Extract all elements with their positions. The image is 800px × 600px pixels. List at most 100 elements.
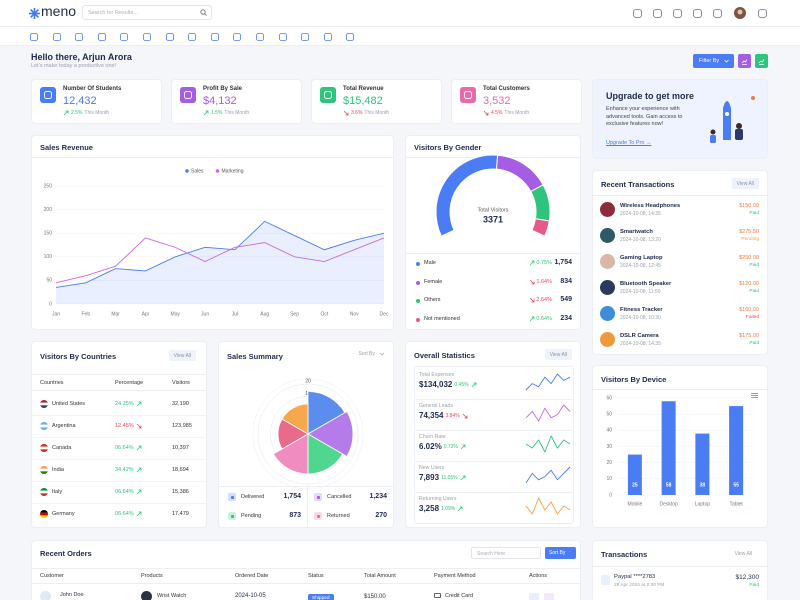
top-icon-shape <box>713 9 722 18</box>
nav-icon-shape <box>188 33 197 41</box>
x-tick-label: Dec <box>380 311 389 317</box>
legend-value: 873 <box>289 512 301 519</box>
polar-segment <box>281 403 309 435</box>
trend-arrow <box>457 506 463 512</box>
bar-value-label: 55 <box>733 482 739 488</box>
top-icon-shape <box>633 9 642 18</box>
country-percentage: 12.45% <box>115 423 134 429</box>
product-date: 2024-10-08, 14:35 <box>620 211 661 217</box>
search-placeholder: Search Here <box>477 551 506 557</box>
person2-head <box>710 129 716 135</box>
sort-by: Sort By <box>358 351 375 357</box>
country-percentage: 24.25% <box>115 401 134 407</box>
filter-button[interactable]: Filter By <box>693 54 734 68</box>
sparkline <box>525 435 571 453</box>
menu-icon-bar <box>751 393 758 394</box>
stat-change: 3.84% <box>445 412 460 419</box>
x-tick-label: Jun <box>201 311 209 317</box>
y-tick-label: 40 <box>606 428 612 434</box>
stat-value: 7,893 <box>419 473 440 482</box>
top-icon <box>758 9 767 18</box>
y-tick-label: 0 <box>609 492 612 498</box>
search-lens <box>200 9 206 15</box>
stat-change: 2.5% <box>71 110 83 116</box>
country-percentage: 06.64% <box>115 511 134 517</box>
product-amount: $175.00 <box>739 333 759 339</box>
arrow-shape <box>136 424 142 429</box>
legend-dot <box>416 299 420 303</box>
legend-divider-v <box>307 486 308 527</box>
country-name: Italy <box>52 489 63 495</box>
flag <box>40 422 48 430</box>
percentage-cell: 34.42% <box>115 467 142 474</box>
product-status: Paid <box>749 211 759 216</box>
stat-label: New Users <box>419 465 445 471</box>
y-tick-label: 250 <box>44 183 53 189</box>
flag <box>40 400 48 408</box>
stat-change: 1.5% <box>211 110 223 116</box>
nav-icon-shape <box>30 33 38 41</box>
y-tick-label: 20 <box>606 460 612 466</box>
card-divider <box>593 389 767 390</box>
stat-value-row: 74,354 3.84% <box>419 411 468 421</box>
flag-stripe <box>40 422 48 425</box>
download-button[interactable] <box>738 54 751 68</box>
card-title: Visitors By Device <box>601 375 667 384</box>
product-amount: $275.50 <box>739 229 759 235</box>
product-name: Wrist Watch <box>157 593 187 599</box>
nav-icon <box>165 33 174 41</box>
action-edit[interactable] <box>529 593 539 600</box>
nav-icon-shape <box>346 33 355 41</box>
view-all-button[interactable]: View All <box>731 178 759 189</box>
payment-icon <box>434 593 441 598</box>
gender-card: Visitors By Gender Total Visitors 3371 Male… <box>405 135 581 330</box>
stat-value: $15,482 <box>343 95 383 107</box>
table-header: Payment Method <box>434 573 476 579</box>
arrow-shape <box>136 489 142 495</box>
country-visitors: 123,985 <box>172 423 192 429</box>
product-date: 2024-10-08, 10:30 <box>620 315 661 321</box>
stat-period: This Month <box>84 110 110 116</box>
stat-glyph-shape <box>184 91 192 99</box>
nav-icon-shape <box>165 33 174 41</box>
product-amount: $120.00 <box>739 281 759 287</box>
polar-segment <box>307 410 354 458</box>
view-all-button[interactable]: View All <box>168 350 196 361</box>
country-visitors: 15,386 <box>172 489 189 495</box>
download-button-icon <box>741 58 748 65</box>
stat-change: 1.09% <box>441 505 456 512</box>
nav-icon-shape <box>210 33 219 41</box>
country-name: Germany <box>52 511 75 517</box>
search-box[interactable]: Search for Results... <box>82 5 212 20</box>
orders-sort[interactable]: Sort By <box>545 547 576 559</box>
trend-arrow <box>471 382 476 388</box>
flag <box>40 488 48 496</box>
table-header: Products <box>141 573 163 579</box>
nav-bar <box>0 27 800 46</box>
x-tick-label: Laptop <box>695 501 711 507</box>
stat-change-row: 2.5% This Month <box>63 110 109 116</box>
sparkline <box>525 466 571 484</box>
x-tick-label: Aug <box>260 311 269 317</box>
product-name: Gaming Laptop <box>620 255 663 261</box>
legend-label: Delivered <box>241 494 265 500</box>
stat-value: 3,258 <box>419 504 440 513</box>
view-all-button[interactable]: View All <box>544 349 572 360</box>
bar <box>627 454 642 495</box>
grid-circle <box>257 383 359 485</box>
r-tick-label: 20 <box>305 378 311 384</box>
chart-button[interactable] <box>755 54 768 68</box>
view-all-label: View All <box>173 352 191 359</box>
trend-arrow <box>460 475 466 481</box>
flag <box>40 510 48 518</box>
flag-stripe <box>40 488 48 491</box>
arrow-shape <box>530 279 535 285</box>
percentage-cell: 06.64% <box>115 445 142 452</box>
orders-search[interactable]: Search Here <box>471 547 541 559</box>
row-divider <box>32 481 206 482</box>
card-title: Recent Orders <box>40 549 92 558</box>
product-name: Fitness Tracker <box>620 307 663 313</box>
action-delete[interactable] <box>544 593 554 600</box>
upgrade-text: Enhance your experience with advanced to… <box>606 106 683 127</box>
